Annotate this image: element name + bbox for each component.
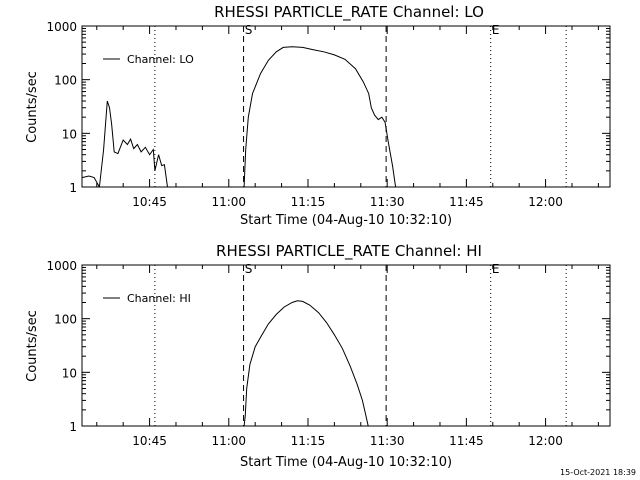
x-tick-label: 12:00 — [528, 434, 563, 448]
y-tick-label: 1000 — [46, 20, 77, 34]
x-tick-label: 11:00 — [211, 434, 246, 448]
chart-title: RHESSI PARTICLE_RATE Channel: HI — [216, 242, 482, 261]
y-tick-label: 10 — [62, 127, 77, 141]
x-axis-label: Start Time (04-Aug-10 10:32:10) — [240, 455, 452, 470]
series-line-segment — [243, 300, 369, 427]
y-tick-label: 100 — [54, 313, 77, 327]
panel-channel-hi: RHESSI PARTICLE_RATE Channel: HI 10:45 11… — [25, 242, 611, 470]
series-line-segment — [243, 46, 397, 188]
y-axis-label: Counts/sec — [25, 71, 40, 143]
y-tick-label: 1 — [69, 420, 77, 434]
series-line-segment — [98, 100, 168, 188]
x-tick-label: 11:15 — [291, 195, 326, 209]
x-tick-label: 11:45 — [449, 195, 484, 209]
legend: Channel: HI — [103, 292, 191, 305]
plot-frame — [81, 25, 611, 188]
x-tick-label: 11:00 — [211, 195, 246, 209]
y-axis-label: Counts/sec — [25, 310, 40, 382]
x-tick-label: 10:45 — [132, 434, 167, 448]
marker-label: S — [245, 262, 253, 276]
x-tick-label: 11:45 — [449, 434, 484, 448]
marker-label: E — [492, 262, 500, 276]
chart-title: RHESSI PARTICLE_RATE Channel: LO — [214, 3, 484, 22]
x-tick-label: 10:45 — [132, 195, 167, 209]
x-tick-label: 11:15 — [291, 434, 326, 448]
y-tick-label: 1 — [69, 181, 77, 195]
x-axis-label: Start Time (04-Aug-10 10:32:10) — [240, 213, 452, 228]
series-line-segment — [82, 175, 100, 188]
legend-label: Channel: LO — [127, 53, 194, 66]
timestamp-footer: 15-Oct-2021 18:39 — [560, 468, 636, 477]
marker-label: E — [492, 23, 500, 37]
legend: Channel: LO — [103, 53, 194, 66]
panel-channel-lo: RHESSI PARTICLE_RATE Channel: LO 10:45 11… — [25, 3, 611, 228]
legend-label: Channel: HI — [127, 292, 191, 305]
plot-frame — [81, 264, 611, 427]
x-tick-label: 11:30 — [370, 195, 405, 209]
marker-label: S — [245, 23, 253, 37]
x-tick-label: 11:30 — [370, 434, 405, 448]
y-tick-label: 100 — [54, 74, 77, 88]
x-tick-label: 12:00 — [528, 195, 563, 209]
y-tick-label: 1000 — [46, 259, 77, 273]
y-tick-label: 10 — [62, 366, 77, 380]
